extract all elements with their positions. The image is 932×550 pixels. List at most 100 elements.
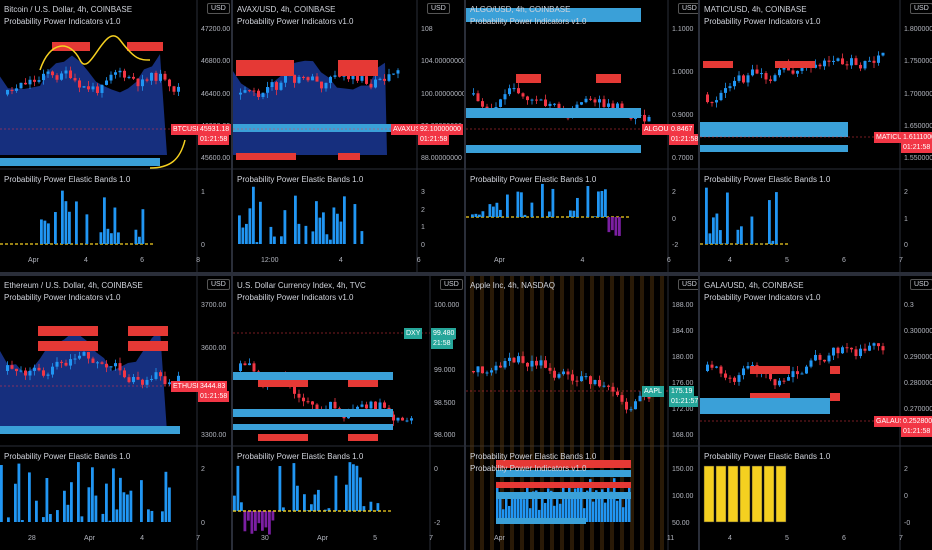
candle xyxy=(589,376,592,385)
candle xyxy=(109,74,113,81)
osc-bar xyxy=(318,217,322,244)
osc-bar xyxy=(42,517,45,522)
band-indicator-label: Probability Power Elastic Bands 1.0 xyxy=(4,175,131,184)
candle xyxy=(814,354,817,361)
y-axis-tick: 0.27000000 xyxy=(904,406,932,413)
chart-panel-dxy[interactable]: U.S. Dollar Currency Index, 4h, TVC Proba… xyxy=(233,276,464,550)
candle xyxy=(64,362,68,366)
chart-panel-btc[interactable]: Bitcoin / U.S. Dollar, 4h, COINBASE Proba… xyxy=(0,0,231,272)
supply-zone xyxy=(338,60,378,76)
candle xyxy=(261,92,265,98)
osc-bar xyxy=(329,239,332,244)
candle xyxy=(863,60,867,69)
candle xyxy=(598,99,601,103)
osc-bar xyxy=(322,212,325,244)
currency-button[interactable]: USD xyxy=(207,279,230,290)
row-divider[interactable] xyxy=(0,272,932,276)
chart-canvas[interactable] xyxy=(700,276,932,550)
candle xyxy=(46,374,50,376)
candle xyxy=(239,363,242,371)
osc-bar xyxy=(715,465,727,523)
price-value: 99.480 xyxy=(431,328,457,339)
candle xyxy=(566,371,570,375)
candle xyxy=(710,102,714,104)
chart-title: U.S. Dollar Currency Index, 4h, TVC xyxy=(237,281,366,290)
band-indicator-label: Probability Power Elastic Bands 1.0 xyxy=(704,175,831,184)
candle xyxy=(172,86,176,92)
currency-button[interactable]: USD xyxy=(207,3,230,14)
chart-panel-eth[interactable]: Ethereum / U.S. Dollar, 4h, COINBASE Prob… xyxy=(0,276,231,550)
price-value: 0.8467 xyxy=(669,124,695,135)
currency-button[interactable]: USD xyxy=(910,3,932,14)
osc-axis-tick: 1 xyxy=(421,224,425,232)
chart-title: ALGO/USD, 4h, COINBASE xyxy=(470,5,571,14)
price-value: 3444.83 xyxy=(198,381,228,392)
candle xyxy=(378,402,382,410)
chart-panel-matic[interactable]: MATIC/USD, 4h, COINBASE Probability Power… xyxy=(700,0,932,272)
chart-canvas[interactable] xyxy=(0,276,231,550)
candle xyxy=(46,71,50,74)
osc-bar xyxy=(68,211,71,244)
candle xyxy=(485,372,489,374)
osc-axis-tick: 0 xyxy=(201,520,205,527)
supply-zone xyxy=(750,366,790,374)
chart-canvas[interactable] xyxy=(466,276,698,550)
candle xyxy=(163,376,167,385)
chart-panel-avax[interactable]: AVAX/USD, 4h, COINBASE Probability Power … xyxy=(233,0,464,272)
osc-bar xyxy=(532,491,535,522)
ticker-label: MATICUSD xyxy=(876,134,913,141)
candle xyxy=(64,70,68,74)
chart-panel-aapl[interactable]: Apple Inc, 4h, NASDAQ USD 188.00 184.00 180.… xyxy=(466,276,698,550)
price-value: 1.61110000 xyxy=(901,132,932,143)
osc-bar xyxy=(77,462,80,522)
osc-bar xyxy=(317,489,320,511)
osc-bar xyxy=(254,511,257,531)
currency-button[interactable]: USD xyxy=(678,279,698,290)
candle xyxy=(751,365,754,367)
supply-zone xyxy=(496,482,631,488)
chart-title: Bitcoin / U.S. Dollar, 4h, COINBASE xyxy=(4,5,133,14)
osc-axis-tick: 0 xyxy=(904,242,908,249)
osc-axis-tick: 50.00 xyxy=(672,520,690,527)
y-axis-tick: 46400.00 xyxy=(201,90,231,98)
candle xyxy=(311,76,314,81)
chart-canvas[interactable] xyxy=(233,276,464,550)
chart-canvas[interactable] xyxy=(700,0,932,272)
candle xyxy=(746,366,750,369)
y-axis-tick: 1.75000000 xyxy=(904,58,932,66)
band-indicator-label: Probability Power Elastic Bands 1.0 xyxy=(237,175,364,184)
currency-button[interactable]: USD xyxy=(440,279,463,290)
y-axis-tick: 108 xyxy=(421,26,433,33)
osc-bar xyxy=(715,213,719,244)
currency-button[interactable]: USD xyxy=(678,3,698,14)
col-divider[interactable] xyxy=(464,0,466,550)
currency-button[interactable]: USD xyxy=(427,3,450,14)
y-axis-tick: 1.80000000 xyxy=(904,26,932,33)
chart-canvas[interactable] xyxy=(466,0,698,272)
osc-bar xyxy=(47,223,50,244)
col-divider[interactable] xyxy=(698,0,700,550)
candle xyxy=(521,93,525,97)
candle xyxy=(96,86,99,93)
chart-panel-gala[interactable]: GALA/USD, 4h, COINBASE Probability Power … xyxy=(700,276,932,550)
candle xyxy=(877,343,880,347)
countdown-timer: 01:21:58 xyxy=(901,426,932,437)
candle xyxy=(132,376,135,383)
chart-canvas[interactable] xyxy=(0,0,231,272)
candle xyxy=(530,360,534,367)
x-axis-tick: Apr xyxy=(84,535,95,542)
chart-panel-algo[interactable]: ALGO/USD, 4h, COINBASE Probability Power … xyxy=(466,0,698,272)
chart-title: AVAX/USD, 4h, COINBASE xyxy=(237,5,336,14)
candle xyxy=(539,99,543,101)
osc-bar xyxy=(705,187,708,244)
chart-canvas[interactable] xyxy=(233,0,464,272)
candle xyxy=(868,345,871,351)
col-divider[interactable] xyxy=(231,0,233,550)
supply-zone xyxy=(750,393,790,401)
candle xyxy=(575,104,579,111)
session-stripe xyxy=(550,276,554,550)
band-indicator-label: Probability Power Elastic Bands 1.0 xyxy=(470,452,597,461)
candle xyxy=(78,80,81,88)
currency-button[interactable]: USD xyxy=(910,279,932,290)
candle xyxy=(91,358,95,363)
